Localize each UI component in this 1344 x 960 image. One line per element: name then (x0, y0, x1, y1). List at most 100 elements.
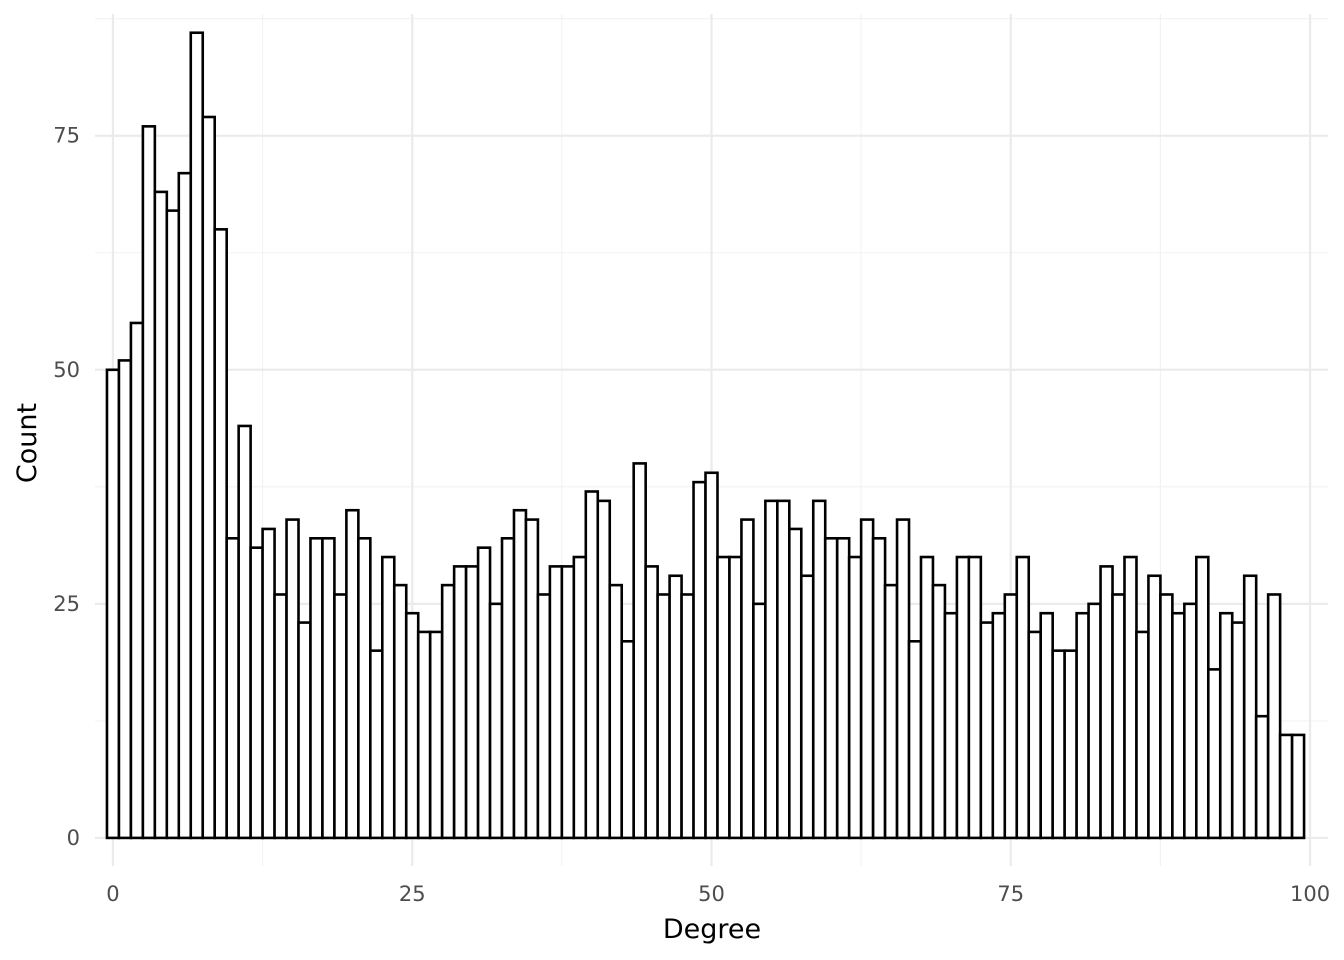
histogram-bar (249, 546, 264, 840)
histogram-bar (1254, 714, 1270, 840)
histogram-bar (297, 621, 312, 840)
histogram-bar (321, 537, 336, 840)
histogram-bar (225, 537, 240, 840)
x-tick-label: 0 (106, 882, 119, 906)
histogram-bar (416, 630, 432, 840)
histogram-bar (1111, 593, 1126, 840)
histogram-bar (656, 593, 671, 840)
histogram-bar (847, 555, 863, 840)
histogram-bar (1278, 733, 1294, 840)
histogram-bar (740, 518, 755, 840)
histogram-bar (907, 639, 923, 840)
histogram-bar (1003, 593, 1019, 840)
histogram-bar (1242, 574, 1258, 840)
histogram-bar (596, 499, 612, 840)
histogram-bar (177, 171, 193, 840)
x-tick-labels: 0 25 50 75 100 (106, 882, 1330, 906)
histogram-bar (799, 574, 815, 840)
histogram-bar (105, 368, 121, 840)
x-tick-label: 75 (997, 882, 1024, 906)
histogram-bar (584, 490, 600, 840)
histogram-bar (129, 321, 145, 840)
x-axis-title: Degree (663, 914, 761, 945)
histogram-bar (536, 593, 552, 840)
histogram-bar (524, 518, 540, 840)
histogram-bar (428, 630, 444, 840)
histogram-bar (692, 480, 707, 840)
histogram-bar (1075, 611, 1090, 840)
histogram-bar (931, 583, 947, 840)
histogram-bar (883, 583, 899, 840)
histogram-bar (1015, 555, 1031, 840)
histogram-bar (452, 565, 468, 840)
histogram-bar (1099, 565, 1114, 840)
histogram-bar (1051, 649, 1066, 840)
histogram-bar (919, 555, 935, 840)
histogram-bar (943, 611, 959, 840)
x-tick-label: 25 (399, 882, 426, 906)
histogram-bar (608, 583, 624, 840)
histogram-bar (1195, 555, 1210, 840)
histogram-bar (835, 537, 851, 840)
histogram-bar (213, 228, 228, 840)
bars (105, 31, 1306, 840)
histogram-bar (500, 537, 516, 840)
histogram-bar (309, 537, 324, 840)
histogram-bar (392, 583, 408, 840)
histogram-bar (488, 602, 504, 840)
histogram-bar (285, 518, 300, 840)
histogram-bar (261, 527, 276, 840)
histogram-bar (991, 611, 1007, 840)
histogram-bar (1159, 593, 1174, 840)
histogram-bar (548, 565, 564, 840)
histogram-bar (333, 593, 348, 840)
histogram-bar (871, 537, 887, 840)
histogram-bar (776, 499, 791, 840)
histogram-bar (201, 115, 217, 840)
histogram-bar (788, 527, 803, 840)
histogram-bar (764, 499, 779, 840)
histogram-bar (189, 31, 205, 840)
y-tick-label: 0 (67, 826, 80, 850)
histogram-bar (668, 574, 683, 840)
histogram-bar (955, 555, 971, 840)
histogram-bar (117, 359, 133, 840)
histogram-bar (1183, 602, 1198, 840)
histogram-bar (1147, 574, 1162, 840)
histogram-bar (979, 621, 995, 840)
histogram-bar (1230, 621, 1246, 840)
histogram-bar (632, 462, 647, 840)
histogram-bar (1206, 668, 1222, 840)
histogram-bar (716, 555, 731, 840)
histogram-bar (464, 565, 480, 840)
histogram-bar (728, 555, 743, 840)
histogram-bar (811, 499, 827, 840)
histogram-bar (273, 593, 288, 840)
histogram-bar (1266, 593, 1282, 840)
histogram-bar (369, 649, 384, 840)
histogram-bar (1063, 649, 1078, 840)
y-tick-label: 50 (53, 358, 80, 382)
histogram-bar (357, 537, 372, 840)
histogram-bar (680, 593, 695, 840)
histogram-bar (1218, 611, 1234, 840)
histogram-bar (381, 555, 396, 840)
histogram-bar (1171, 611, 1186, 840)
histogram-bar (1135, 630, 1150, 840)
histogram-bar (895, 518, 911, 840)
histogram-bar (404, 611, 420, 840)
histogram-bar (1123, 555, 1138, 840)
histogram-bar (165, 209, 181, 840)
histogram-bar (440, 583, 456, 840)
histogram-bar (823, 537, 839, 840)
y-tick-label: 25 (53, 592, 80, 616)
x-tick-label: 50 (698, 882, 725, 906)
y-tick-labels: 0 25 50 75 (53, 124, 80, 850)
histogram-bar (476, 546, 492, 840)
histogram-bar (1290, 733, 1306, 840)
histogram-bar (752, 602, 767, 840)
histogram-bar (620, 639, 635, 840)
histogram-bar (512, 508, 528, 840)
histogram-bar (859, 518, 875, 840)
